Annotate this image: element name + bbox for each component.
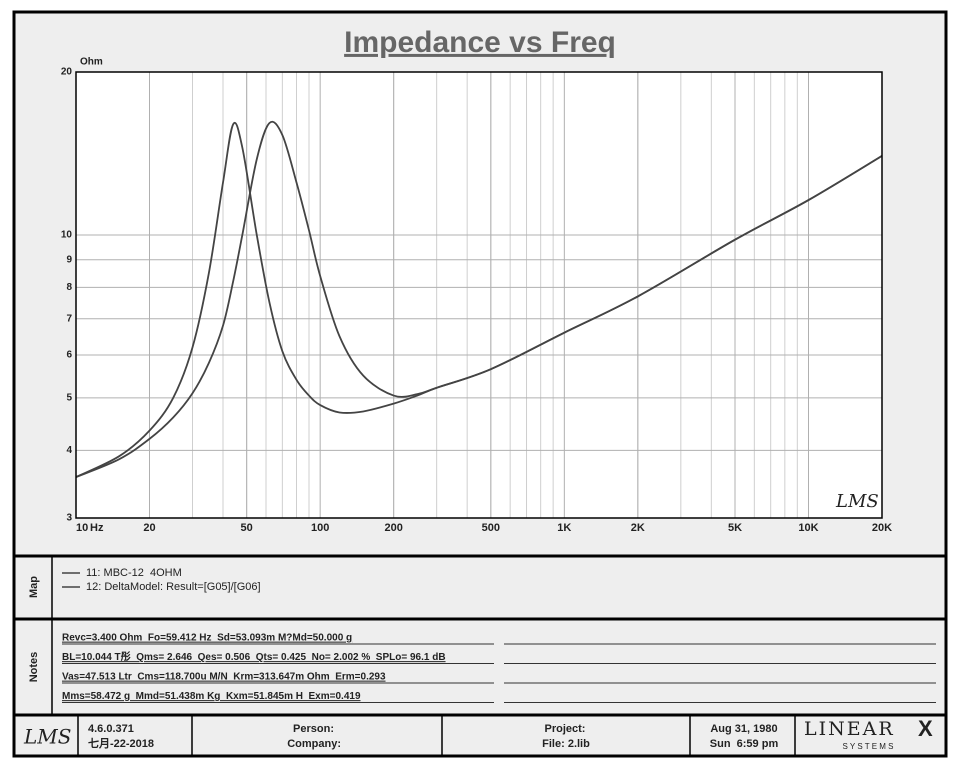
company: Company: <box>287 738 341 750</box>
y-tick-label: 20 <box>61 67 73 78</box>
x-tick-label: 200 <box>384 522 402 534</box>
y-tick-label: 4 <box>66 445 72 456</box>
notes-label: Notes <box>28 652 40 683</box>
chart-title: Impedance vs Freq <box>344 26 616 59</box>
y-tick-label: 6 <box>66 350 72 361</box>
x-tick-label: 1K <box>557 522 571 534</box>
y-tick-label: 8 <box>66 282 72 293</box>
x-tick-label: 100 <box>311 522 329 534</box>
footer-logo: LMS <box>23 725 71 749</box>
time: Sun 6:59 pm <box>710 738 779 750</box>
series-line <box>75 120 883 478</box>
x-tick-label: 10K <box>798 522 818 534</box>
x-tick-label: 5K <box>728 522 742 534</box>
plot-border <box>75 71 883 519</box>
y-unit: Ohm <box>80 57 103 68</box>
footer: LMS 4.6.0.371 七月-22-2018 Person: Company… <box>23 715 933 756</box>
chart-logo: LMS <box>835 491 879 512</box>
x-tick-label: 500 <box>482 522 500 534</box>
note-line: Revc=3.400 Ohm Fo=59.412 Hz Sd=53.093m M… <box>62 633 352 644</box>
brand-mark: X <box>918 716 933 741</box>
note-line: BL=10.044 T彤 Qms= 2.646 Qes= 0.506 Qts= … <box>62 650 446 663</box>
project: Project: <box>545 723 586 735</box>
date: Aug 31, 1980 <box>710 723 777 735</box>
file: File: 2.lib <box>542 738 590 750</box>
x-unit: Hz <box>90 522 104 534</box>
x-tick-label: 20K <box>872 522 892 534</box>
legend-label: 12: DeltaModel: Result=[G05]/[G06] <box>86 581 261 593</box>
brand: LINEAR <box>804 718 895 740</box>
legend-label: 11: MBC-12 4OHM <box>86 567 182 579</box>
y-tick-label: 7 <box>66 313 72 324</box>
person: Person: <box>293 723 334 735</box>
note-line: Vas=47.513 Ltr Cms=118.700u M/N Krm=313.… <box>62 672 386 683</box>
curves <box>75 120 883 478</box>
x-tick-label: 50 <box>241 522 253 534</box>
y-tick-label: 9 <box>66 254 72 265</box>
y-tick-label: 5 <box>66 393 72 404</box>
brand-sub: S Y S T E M S <box>843 742 894 751</box>
notes: Revc=3.400 Ohm Fo=59.412 Hz Sd=53.093m M… <box>62 633 936 703</box>
x-tick-label: 2K <box>631 522 645 534</box>
outer-frame <box>12 10 948 758</box>
y-tick-label: 10 <box>61 230 73 241</box>
y-tick-label: 3 <box>66 513 72 524</box>
plot-area <box>76 72 882 518</box>
version: 4.6.0.371 <box>88 723 134 735</box>
build-date: 七月-22-2018 <box>88 736 154 750</box>
legend: 11: MBC-12 4OHM 12: DeltaModel: Result=[G… <box>62 567 261 593</box>
x-tick-label: 10 <box>76 522 88 534</box>
map-label: Map <box>28 576 40 598</box>
note-line: Mms=58.472 g Mmd=51.438m Kg Kxm=51.845m … <box>62 691 361 702</box>
x-tick-label: 20 <box>143 522 155 534</box>
